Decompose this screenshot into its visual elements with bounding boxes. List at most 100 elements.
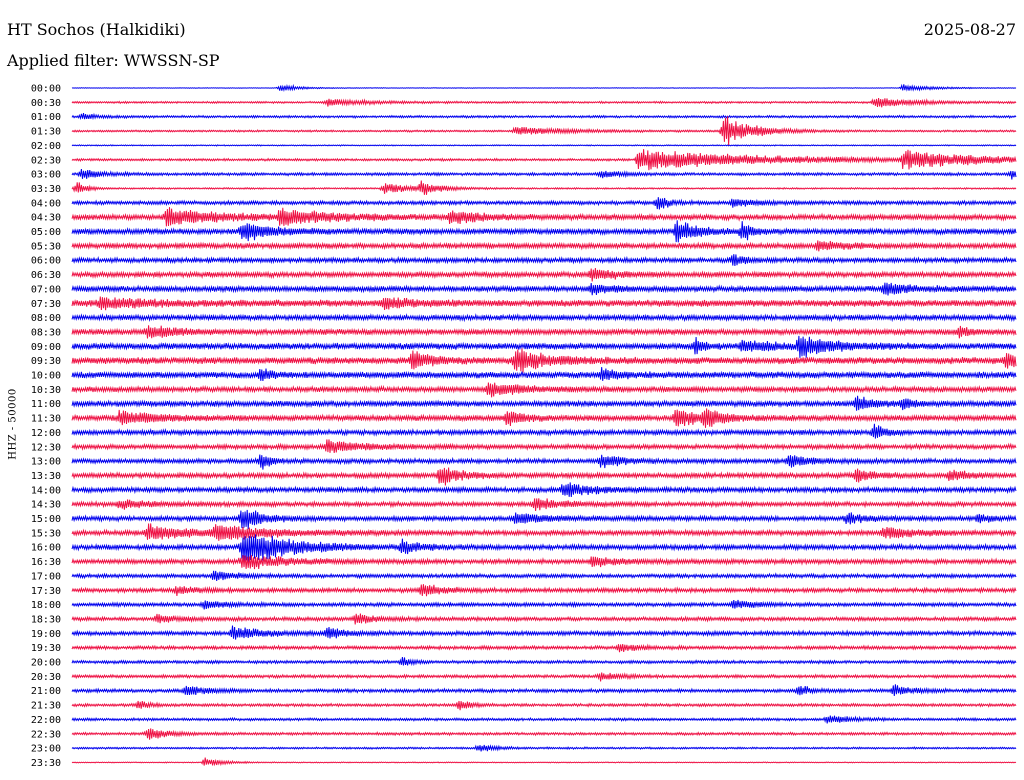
time-tick-label: 07:30: [31, 299, 61, 310]
trace-line: [71, 207, 1017, 227]
time-tick-label: 18:00: [31, 600, 61, 611]
time-tick-label: 00:00: [31, 84, 61, 95]
trace-line: [71, 672, 1017, 682]
trace-line: [71, 348, 1017, 373]
time-tick-label: 19:00: [31, 629, 61, 640]
trace-line: [71, 382, 1017, 398]
trace-line: [71, 149, 1017, 171]
trace-line: [71, 335, 1017, 358]
time-tick-label: 20:00: [31, 658, 61, 669]
trace-line: [71, 599, 1017, 610]
trace-line: [71, 169, 1017, 180]
trace-line: [71, 97, 1017, 108]
trace-line: [71, 534, 1017, 563]
time-tick-label: 02:30: [31, 155, 61, 166]
trace-line: [71, 268, 1017, 282]
trace-line: [71, 240, 1017, 252]
time-tick-label: 21:30: [31, 701, 61, 712]
time-tick-label: 05:00: [31, 227, 61, 238]
trace-line: [71, 728, 1017, 740]
time-tick-label: 00:30: [31, 98, 61, 109]
station-title: HT Sochos (Halkidiki): [7, 20, 186, 39]
trace-line: [71, 498, 1017, 512]
time-tick-label: 08:30: [31, 327, 61, 338]
time-tick-label: 12:00: [31, 428, 61, 439]
time-tick-label: 06:30: [31, 270, 61, 281]
time-tick-label: 13:30: [31, 471, 61, 482]
time-tick-label: 10:00: [31, 371, 61, 382]
time-tick-label: 20:30: [31, 672, 61, 683]
time-tick-label: 03:30: [31, 184, 61, 195]
filter-label: Applied filter: WWSSN-SP: [7, 51, 220, 70]
trace-line: [71, 584, 1017, 597]
time-tick-label: 18:30: [31, 614, 61, 625]
trace-line: [71, 757, 1017, 767]
time-tick-label: 15:30: [31, 528, 61, 539]
time-tick-label: 21:00: [31, 686, 61, 697]
time-tick-label: 17:30: [31, 586, 61, 597]
trace-line: [71, 555, 1017, 570]
time-tick-label: 11:30: [31, 414, 61, 425]
time-tick-label: 09:30: [31, 356, 61, 367]
trace-line: [71, 570, 1017, 581]
trace-line: [71, 482, 1017, 498]
trace-line: [71, 454, 1017, 470]
trace-line: [71, 144, 1017, 147]
time-tick-label: 10:30: [31, 385, 61, 396]
time-tick-label: 03:00: [31, 170, 61, 181]
trace-line: [71, 744, 1017, 752]
trace-line: [71, 467, 1017, 486]
time-tick-label: 06:00: [31, 256, 61, 267]
time-tick-label: 12:30: [31, 442, 61, 453]
trace-line: [71, 509, 1017, 530]
time-tick-label: 05:30: [31, 241, 61, 252]
trace-line: [71, 408, 1017, 428]
trace-line: [71, 715, 1017, 724]
time-tick-label: 07:00: [31, 284, 61, 295]
trace-line: [71, 367, 1017, 382]
time-tick-label: 13:00: [31, 457, 61, 468]
trace-line: [71, 254, 1017, 266]
time-tick-label: 01:30: [31, 127, 61, 138]
trace-line: [71, 625, 1017, 640]
trace-line: [71, 197, 1017, 210]
trace-line: [71, 296, 1017, 311]
trace-line: [71, 325, 1017, 339]
time-tick-label: 01:00: [31, 112, 61, 123]
time-tick-label: 14:30: [31, 500, 61, 511]
time-tick-label: 16:00: [31, 543, 61, 554]
time-ticks-group: 00:00 00:30 01:00 01:30 02:00 02:30 03:00 03:30…: [31, 84, 61, 769]
trace-line: [71, 282, 1017, 296]
trace-line: [71, 439, 1017, 454]
time-tick-label: 08:00: [31, 313, 61, 324]
time-tick-label: 17:00: [31, 571, 61, 582]
time-tick-label: 09:00: [31, 342, 61, 353]
time-tick-label: 11:00: [31, 399, 61, 410]
trace-line: [71, 116, 1017, 146]
trace-line: [71, 220, 1017, 243]
trace-line: [71, 643, 1017, 653]
time-tick-label: 22:30: [31, 729, 61, 740]
time-tick-label: 04:30: [31, 213, 61, 224]
trace-line: [71, 83, 1017, 93]
date-label: 2025-08-27: [923, 20, 1016, 39]
time-tick-label: 04:00: [31, 198, 61, 209]
trace-line: [71, 700, 1017, 711]
trace-line: [71, 657, 1017, 667]
trace-line: [71, 684, 1017, 697]
trace-line: [71, 613, 1017, 625]
time-tick-label: 19:30: [31, 643, 61, 654]
trace-line: [71, 112, 1017, 121]
trace-line: [71, 395, 1017, 411]
time-tick-label: 02:00: [31, 141, 61, 152]
time-tick-label: 15:00: [31, 514, 61, 525]
trace-line: [71, 313, 1017, 323]
time-tick-label: 22:00: [31, 715, 61, 726]
time-tick-label: 16:30: [31, 557, 61, 568]
traces-group: [71, 83, 1017, 767]
trace-line: [71, 523, 1017, 541]
trace-line: [71, 423, 1017, 439]
time-tick-label: 23:00: [31, 744, 61, 755]
time-tick-label: 23:30: [31, 758, 61, 769]
